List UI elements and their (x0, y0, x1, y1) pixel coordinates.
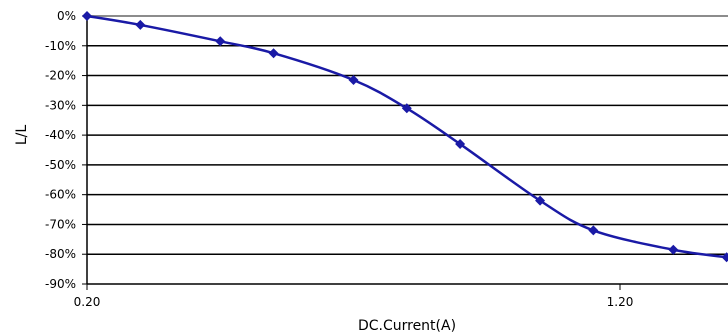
data-point-2 (215, 36, 226, 47)
data-point-0 (82, 11, 92, 21)
x-axis-title: DC.Current(A) (358, 318, 456, 334)
series-markers (82, 11, 728, 263)
data-point-5 (401, 103, 412, 114)
y-axis-title: L/L (14, 125, 30, 146)
data-point-6 (455, 139, 466, 150)
y-tick-label-4: -40% (45, 128, 76, 142)
x-tick-label-0: 0.20 (74, 295, 101, 309)
y-tick-label-9: -90% (45, 277, 76, 291)
data-point-10 (721, 252, 728, 263)
data-point-9 (668, 244, 679, 255)
data-point-7 (535, 195, 546, 206)
grid-lines (87, 15, 728, 285)
y-tick-label-3: -30% (45, 98, 76, 112)
y-tick-label-8: -80% (45, 247, 76, 261)
data-point-4 (348, 75, 359, 86)
y-tick-label-6: -60% (45, 188, 76, 202)
data-point-1 (135, 19, 146, 30)
x-tick-labels: 0.20 1.20 (74, 284, 634, 309)
y-tick-label-1: -10% (45, 39, 76, 53)
data-point-8 (588, 225, 599, 236)
series-line (86, 14, 727, 259)
y-tick-labels: 0% -10% -20% -30% -40% -50% -60% -70% -80% -90% (45, 9, 87, 291)
x-tick-label-1: 1.20 (607, 295, 634, 309)
y-tick-label-2: -20% (45, 69, 76, 83)
y-tick-label-7: -70% (45, 217, 76, 231)
y-tick-label-0: 0% (57, 9, 76, 23)
y-tick-label-5: -50% (45, 158, 76, 172)
data-point-3 (268, 48, 279, 59)
